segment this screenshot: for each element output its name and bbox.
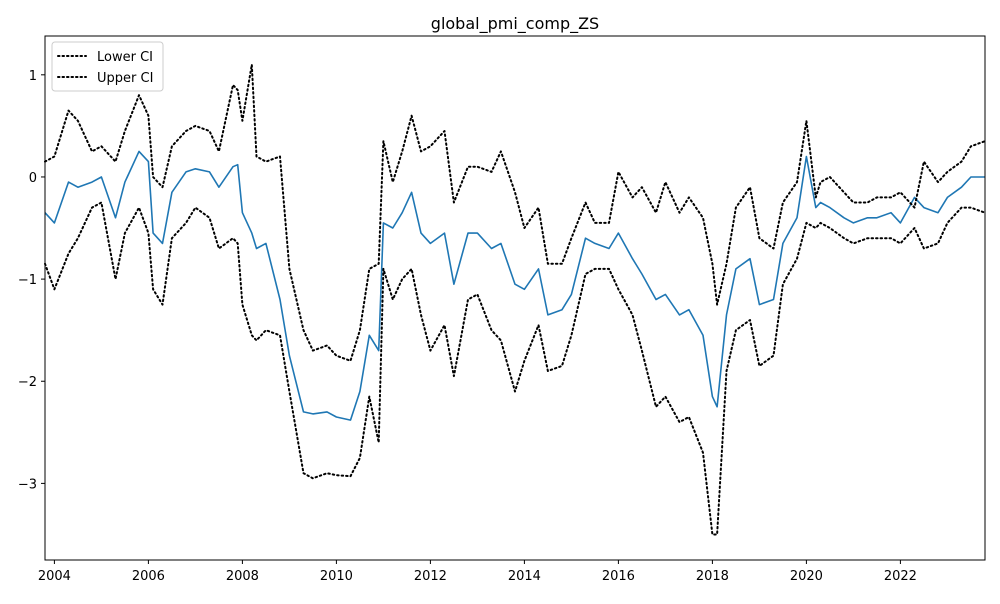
y-tick-label: −2 [18,375,37,390]
y-tick-label: −1 [18,273,37,288]
legend-label-lower-ci: Lower CI [97,50,153,65]
x-tick-label: 2012 [414,569,447,584]
plot-frame [44,35,986,561]
x-tick-label: 2014 [508,569,541,584]
legend[interactable]: Lower CI Upper CI [51,41,164,92]
x-tick-label: 2018 [696,569,729,584]
series-line-upper-ci [44,63,986,362]
x-tick-label: 2016 [602,569,635,584]
chart-title: global_pmi_comp_ZS [431,14,599,34]
y-tick-label: 1 [29,69,37,84]
x-tick-label: 2004 [38,569,71,584]
x-tick-label: 2010 [320,569,353,584]
x-tick-label: 2020 [790,569,823,584]
x-tick-label: 2006 [132,569,165,584]
axes-layer: 2004 2006 2008 2010 2012 2014 2016 2018 2020 2022… [18,69,917,584]
series-line-main [44,150,985,421]
series-line-lower-ci [44,201,986,536]
series-layer [44,63,986,536]
plot-area [45,36,985,560]
y-tick-label: 0 [29,171,37,186]
y-tick-label: −3 [18,477,37,492]
legend-label-upper-ci: Upper CI [97,71,153,86]
legend-box [51,41,164,92]
x-tick-label: 2008 [226,569,259,584]
x-tick-label: 2022 [884,569,917,584]
